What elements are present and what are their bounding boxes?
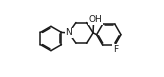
Text: N: N (65, 28, 72, 37)
Text: F: F (113, 45, 118, 54)
Text: OH: OH (88, 15, 102, 24)
